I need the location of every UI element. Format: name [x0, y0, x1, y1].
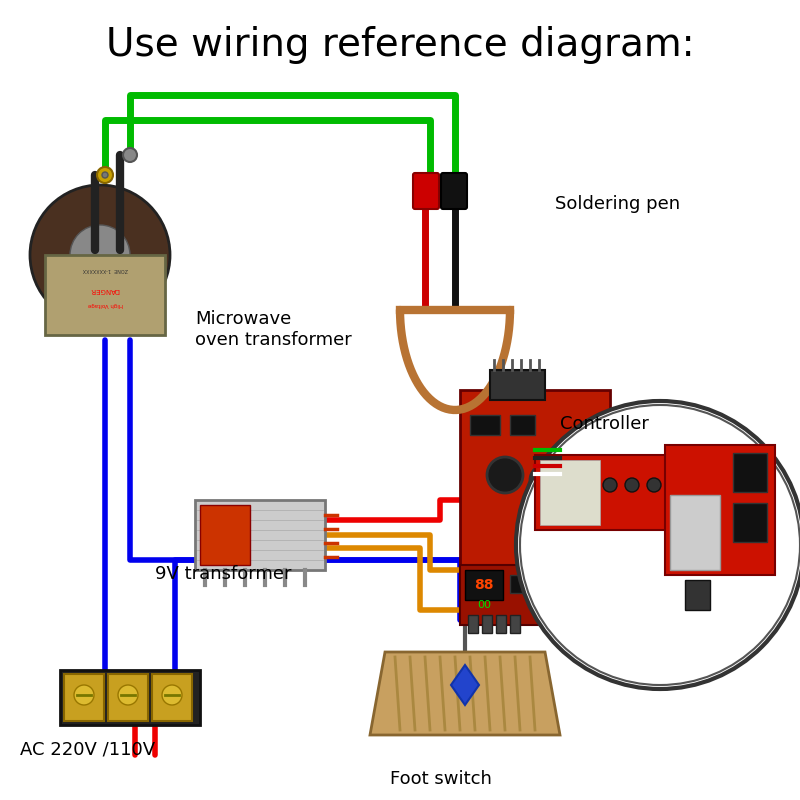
FancyBboxPatch shape — [510, 575, 535, 593]
FancyBboxPatch shape — [200, 505, 250, 565]
FancyBboxPatch shape — [535, 455, 675, 530]
FancyBboxPatch shape — [510, 415, 535, 435]
Text: Soldering pen: Soldering pen — [555, 195, 680, 213]
Text: Microwave
oven transformer: Microwave oven transformer — [195, 310, 352, 349]
Text: 00: 00 — [477, 600, 491, 610]
Circle shape — [625, 478, 639, 492]
FancyBboxPatch shape — [468, 615, 478, 633]
FancyBboxPatch shape — [152, 674, 192, 721]
FancyBboxPatch shape — [733, 503, 767, 542]
Text: ZONE  1-XXXXXXX: ZONE 1-XXXXXXX — [82, 267, 128, 273]
FancyBboxPatch shape — [510, 615, 520, 633]
FancyBboxPatch shape — [108, 674, 148, 721]
FancyBboxPatch shape — [195, 500, 325, 570]
Circle shape — [647, 478, 661, 492]
Circle shape — [516, 401, 800, 689]
Circle shape — [74, 685, 94, 705]
Circle shape — [520, 405, 800, 685]
FancyBboxPatch shape — [441, 173, 467, 209]
FancyBboxPatch shape — [45, 255, 165, 335]
Circle shape — [102, 172, 108, 178]
Text: High Voltage: High Voltage — [87, 302, 122, 307]
Polygon shape — [370, 652, 560, 735]
Text: Controller: Controller — [560, 415, 649, 433]
Circle shape — [487, 457, 523, 493]
FancyBboxPatch shape — [482, 615, 492, 633]
Text: AC 220V /110V: AC 220V /110V — [20, 740, 155, 758]
FancyBboxPatch shape — [665, 445, 775, 575]
Polygon shape — [451, 665, 479, 705]
FancyBboxPatch shape — [413, 173, 439, 209]
Text: Use wiring reference diagram:: Use wiring reference diagram: — [106, 26, 694, 64]
FancyBboxPatch shape — [64, 674, 104, 721]
Text: 88: 88 — [474, 578, 494, 592]
FancyBboxPatch shape — [465, 570, 503, 600]
Circle shape — [30, 185, 170, 325]
FancyBboxPatch shape — [733, 453, 767, 492]
Text: Foot switch: Foot switch — [390, 770, 492, 788]
FancyBboxPatch shape — [460, 565, 560, 625]
Circle shape — [118, 685, 138, 705]
Circle shape — [603, 478, 617, 492]
Circle shape — [162, 685, 182, 705]
Circle shape — [97, 167, 113, 183]
FancyBboxPatch shape — [685, 580, 710, 610]
FancyBboxPatch shape — [470, 415, 500, 435]
FancyBboxPatch shape — [60, 670, 200, 725]
FancyBboxPatch shape — [490, 370, 545, 400]
Circle shape — [123, 148, 137, 162]
FancyBboxPatch shape — [670, 495, 720, 570]
FancyBboxPatch shape — [460, 390, 610, 620]
FancyBboxPatch shape — [540, 460, 600, 525]
FancyBboxPatch shape — [496, 615, 506, 633]
Text: DANGER: DANGER — [90, 287, 120, 293]
Text: 9V transformer: 9V transformer — [155, 565, 291, 583]
Circle shape — [530, 465, 560, 495]
Circle shape — [70, 225, 130, 285]
Circle shape — [563, 448, 587, 472]
